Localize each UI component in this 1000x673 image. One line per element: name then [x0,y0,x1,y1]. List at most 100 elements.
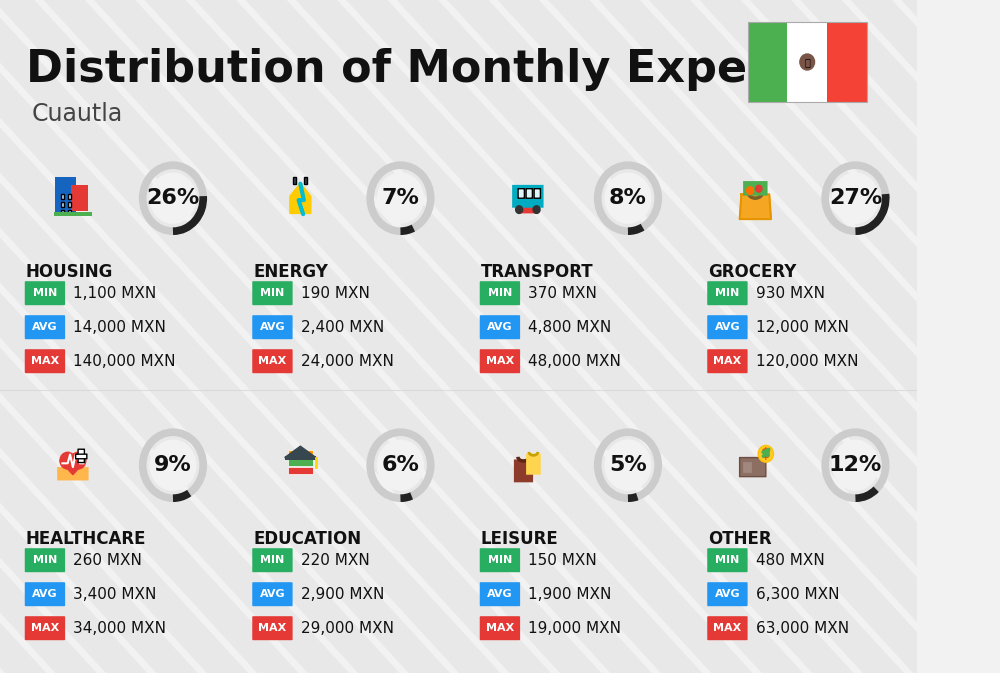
FancyBboxPatch shape [25,582,65,606]
Circle shape [760,447,772,460]
FancyBboxPatch shape [514,460,533,483]
FancyBboxPatch shape [288,467,313,474]
Circle shape [605,173,651,223]
Text: Cuautla: Cuautla [32,102,123,126]
Circle shape [378,440,423,490]
FancyBboxPatch shape [61,202,64,207]
FancyBboxPatch shape [517,204,538,213]
FancyBboxPatch shape [293,177,296,184]
FancyBboxPatch shape [534,188,540,199]
Text: Distribution of Monthly Expenses: Distribution of Monthly Expenses [26,48,862,91]
Text: MIN: MIN [260,288,285,298]
Text: 48,000 MXN: 48,000 MXN [528,354,621,369]
FancyBboxPatch shape [827,22,867,102]
FancyBboxPatch shape [68,202,71,207]
Text: AVG: AVG [487,589,513,599]
Circle shape [70,452,86,469]
Text: 480 MXN: 480 MXN [756,553,825,568]
FancyBboxPatch shape [25,281,65,305]
Circle shape [60,452,75,469]
Text: MIN: MIN [715,555,740,565]
FancyBboxPatch shape [787,22,827,102]
Text: MAX: MAX [31,356,59,366]
FancyBboxPatch shape [25,315,65,339]
FancyBboxPatch shape [288,459,313,466]
FancyBboxPatch shape [480,349,520,374]
FancyBboxPatch shape [743,181,768,196]
FancyBboxPatch shape [68,194,71,199]
Text: 8%: 8% [609,188,647,208]
FancyBboxPatch shape [748,22,787,102]
FancyBboxPatch shape [743,462,752,473]
Text: 260 MXN: 260 MXN [73,553,142,568]
Text: 🦅: 🦅 [804,57,810,67]
FancyBboxPatch shape [25,349,65,374]
Text: 12%: 12% [829,455,882,475]
Text: 3,400 MXN: 3,400 MXN [73,587,157,602]
FancyBboxPatch shape [707,281,748,305]
Polygon shape [285,446,316,458]
FancyBboxPatch shape [518,188,524,199]
FancyBboxPatch shape [707,349,748,374]
FancyBboxPatch shape [480,616,520,640]
Text: 150 MXN: 150 MXN [528,553,597,568]
Circle shape [605,440,651,490]
FancyBboxPatch shape [707,582,748,606]
Circle shape [516,206,523,213]
FancyBboxPatch shape [54,211,92,216]
Text: 6%: 6% [382,455,419,475]
Text: OTHER: OTHER [708,530,772,548]
FancyBboxPatch shape [252,548,293,572]
FancyBboxPatch shape [252,281,293,305]
Text: GROCERY: GROCERY [708,263,797,281]
Text: ENERGY: ENERGY [253,263,328,281]
Text: 4,800 MXN: 4,800 MXN [528,320,612,334]
Text: 190 MXN: 190 MXN [301,286,370,301]
Text: 140,000 MXN: 140,000 MXN [73,354,176,369]
Text: MIN: MIN [488,555,512,565]
Text: AVG: AVG [260,322,285,332]
FancyBboxPatch shape [61,209,64,214]
Text: 19,000 MXN: 19,000 MXN [528,621,621,636]
Text: MIN: MIN [33,555,57,565]
Text: MIN: MIN [33,288,57,298]
FancyBboxPatch shape [707,616,748,640]
Circle shape [758,446,773,462]
Circle shape [747,187,754,194]
FancyBboxPatch shape [252,315,293,339]
FancyBboxPatch shape [707,548,748,572]
Text: 6,300 MXN: 6,300 MXN [756,587,839,602]
Text: AVG: AVG [32,322,58,332]
Text: MAX: MAX [258,623,287,633]
Text: 1,100 MXN: 1,100 MXN [73,286,157,301]
Circle shape [150,440,196,490]
Text: MAX: MAX [713,623,742,633]
Polygon shape [740,194,771,219]
Circle shape [833,440,878,490]
Text: 2,400 MXN: 2,400 MXN [301,320,384,334]
FancyBboxPatch shape [71,185,88,211]
Polygon shape [290,183,311,213]
Text: MAX: MAX [486,623,514,633]
Text: 9%: 9% [154,455,192,475]
FancyBboxPatch shape [707,315,748,339]
Text: 63,000 MXN: 63,000 MXN [756,621,849,636]
Text: AVG: AVG [487,322,513,332]
Text: LEISURE: LEISURE [481,530,558,548]
Circle shape [800,54,815,70]
Text: 26%: 26% [146,188,200,208]
FancyBboxPatch shape [55,177,76,211]
FancyBboxPatch shape [288,450,313,457]
Text: MIN: MIN [488,288,512,298]
Text: AVG: AVG [715,589,740,599]
Text: EDUCATION: EDUCATION [253,530,361,548]
FancyBboxPatch shape [480,281,520,305]
Text: MIN: MIN [715,288,740,298]
FancyBboxPatch shape [25,548,65,572]
Text: MAX: MAX [31,623,59,633]
Text: MAX: MAX [258,356,287,366]
Circle shape [833,173,878,223]
FancyBboxPatch shape [68,209,71,214]
FancyBboxPatch shape [480,582,520,606]
FancyBboxPatch shape [526,454,541,474]
